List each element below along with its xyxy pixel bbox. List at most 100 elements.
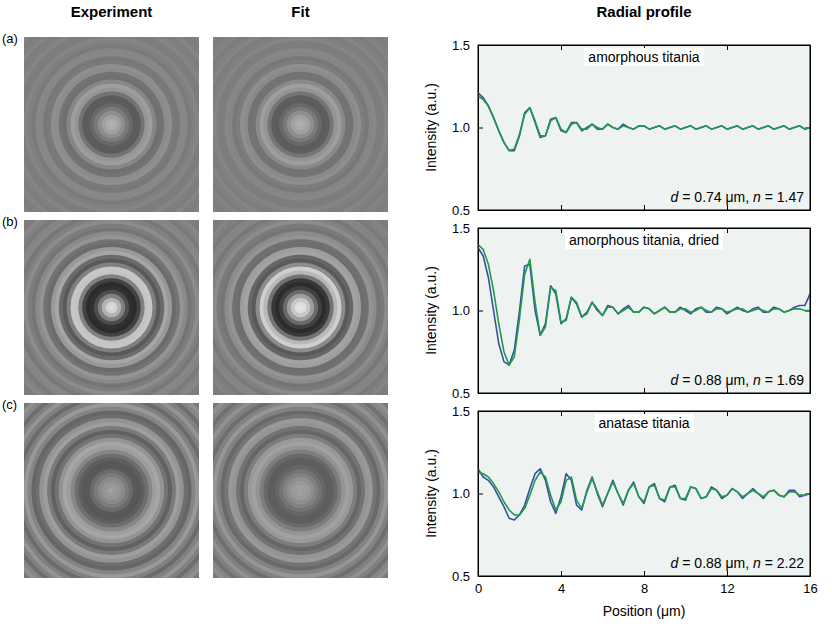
panel-label: (a): [2, 31, 18, 46]
intensity-ring: [291, 115, 311, 135]
intensity-ring: [24, 37, 199, 212]
intensity-ring: [24, 403, 199, 578]
image-ground: [24, 403, 199, 578]
intensity-ring: [213, 37, 388, 212]
intensity-ring: [213, 403, 388, 578]
intensity-ring: [74, 270, 148, 344]
intensity-ring: [24, 403, 199, 578]
intensity-ring: [252, 442, 350, 540]
intensity-ring: [275, 282, 326, 333]
tick-mark: [727, 571, 728, 576]
intensity-ring: [244, 68, 357, 181]
annotation: d = 0.88 μm, n = 2.22: [671, 555, 805, 571]
profile-line: [478, 472, 810, 515]
tick: [727, 388, 728, 393]
intensity-ring: [24, 37, 199, 212]
intensity-ring: [213, 403, 388, 578]
tick: [727, 45, 728, 50]
intensity-ring: [24, 37, 199, 212]
intensity-ring: [213, 220, 388, 395]
intensity-ring: [213, 403, 388, 578]
intensity-ring: [55, 434, 168, 547]
intensity-ring: [24, 403, 199, 578]
intensity-ring: [24, 403, 199, 578]
intensity-ring: [24, 220, 199, 395]
intensity-ring: [283, 290, 318, 325]
intensity-ring: [106, 302, 118, 314]
intensity-ring: [213, 37, 388, 212]
intensity-ring: [259, 449, 341, 531]
intensity-ring: [24, 37, 199, 212]
annotation-part: = 2.22: [761, 555, 804, 571]
intensity-ring: [252, 259, 350, 357]
intensity-ring: [213, 37, 388, 212]
intensity-ring: [102, 298, 122, 318]
intensity-ring: [213, 37, 388, 212]
intensity-ring: [279, 286, 322, 329]
panel-title: amorphous titania, dried: [569, 232, 719, 248]
intensity-ring: [279, 103, 322, 146]
annotation-part: = 1.47: [761, 189, 804, 205]
intensity-ring: [299, 306, 303, 310]
intensity-ring: [24, 403, 199, 578]
intensity-ring: [279, 469, 322, 512]
intensity-ring: [213, 220, 388, 395]
intensity-ring: [35, 414, 187, 566]
intensity-ring: [24, 37, 199, 212]
lines: [478, 245, 810, 365]
intensity-ring: [213, 220, 388, 395]
intensity-ring: [213, 220, 388, 395]
intensity-ring: [213, 403, 388, 578]
title-patch: [584, 48, 704, 66]
tick: [727, 205, 728, 210]
intensity-ring: [271, 461, 330, 520]
intensity-ring: [24, 37, 199, 212]
tick: [727, 411, 728, 416]
intensity-ring: [291, 298, 311, 318]
intensity-ring: [213, 403, 388, 578]
tick-mark: [727, 228, 728, 233]
annotation-part: = 0.88 μm,: [678, 372, 753, 388]
intensity-ring: [213, 403, 388, 578]
intensity-ring: [213, 403, 388, 578]
intensity-ring: [24, 220, 199, 395]
intensity-ring: [24, 37, 199, 212]
intensity-ring: [24, 37, 199, 212]
intensity-ring: [24, 37, 199, 212]
intensity-ring: [228, 235, 373, 380]
intensity-ring: [31, 410, 191, 570]
intensity-ring: [59, 72, 164, 177]
intensity-ring: [213, 37, 388, 212]
tick: [644, 388, 645, 393]
intensity-ring: [224, 48, 376, 200]
intensity-ring: [24, 37, 199, 212]
intensity-ring: [213, 220, 388, 395]
intensity-ring: [213, 403, 388, 578]
intensity-ring: [217, 41, 385, 209]
intensity-ring: [24, 37, 199, 212]
lines: [478, 93, 810, 151]
intensity-ring: [213, 403, 388, 578]
intensity-ring: [213, 220, 388, 395]
intensity-ring: [78, 91, 144, 157]
intensity-ring: [213, 220, 388, 395]
intensity-ring: [24, 37, 199, 212]
intensity-ring: [90, 103, 133, 146]
intensity-ring: [43, 56, 180, 193]
lines: [478, 469, 810, 520]
tick-label: 1.5: [452, 38, 470, 53]
intensity-ring: [24, 37, 199, 212]
intensity-ring: [98, 477, 125, 504]
intensity-ring: [213, 403, 388, 578]
intensity-ring: [213, 37, 388, 212]
tick-mark: [561, 388, 562, 393]
tick-mark: [561, 205, 562, 210]
intensity-ring: [275, 465, 326, 516]
intensity-ring: [213, 403, 388, 578]
intensity-ring: [70, 449, 152, 531]
intensity-ring: [24, 37, 199, 212]
intensity-ring: [213, 37, 388, 212]
intensity-ring: [24, 220, 199, 395]
intensity-ring: [213, 37, 388, 212]
intensity-ring: [94, 290, 129, 325]
